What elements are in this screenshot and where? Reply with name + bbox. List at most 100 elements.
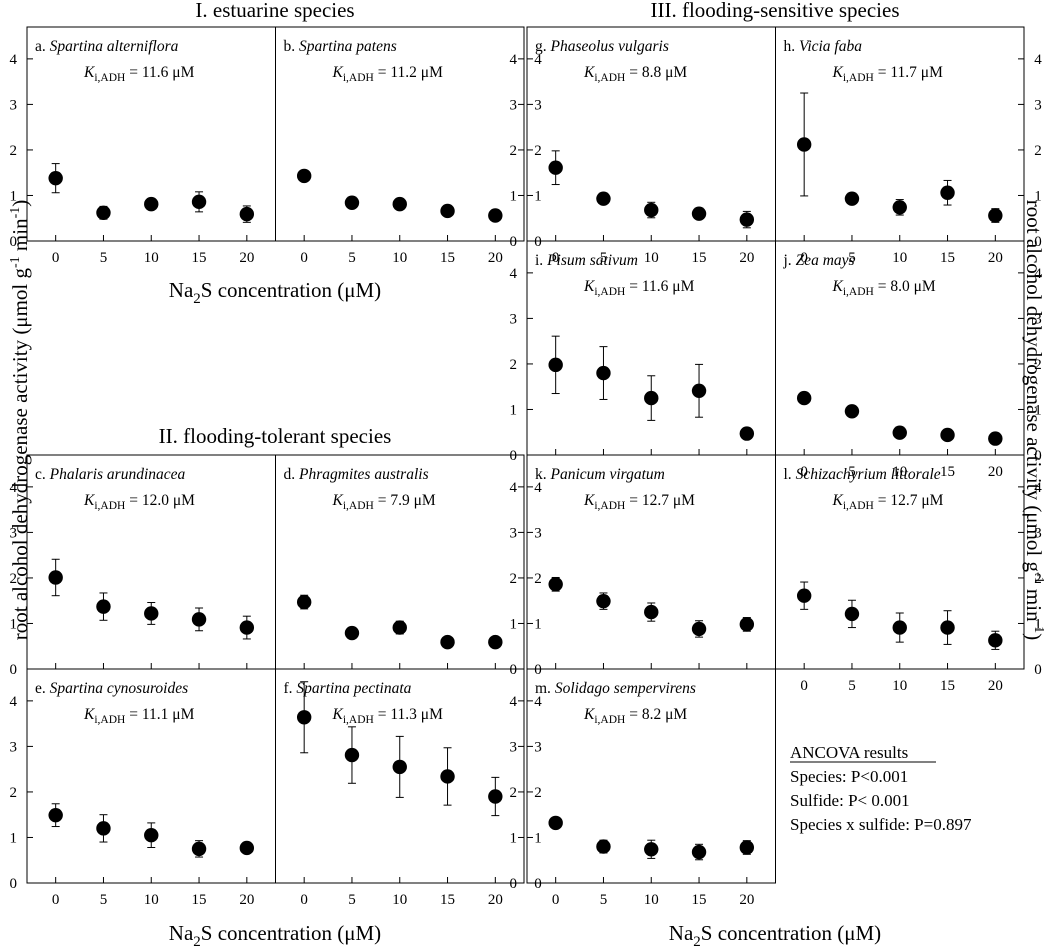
panel-e-species: Spartina cynosuroides bbox=[50, 680, 189, 697]
panel-h-letter: h. bbox=[784, 38, 800, 55]
panel-i-letter: i. bbox=[535, 252, 547, 269]
panel-b-xtick-label-5: 5 bbox=[348, 250, 356, 266]
panel-d-frame bbox=[275, 454, 525, 670]
panel-b-point-0 bbox=[296, 168, 312, 184]
panel-m-k-value: Ki,ADH = 8.2 μM bbox=[583, 706, 687, 726]
panel-f-ytick-label-1: 1 bbox=[534, 830, 542, 846]
panel-b-ytick-label-3: 3 bbox=[534, 97, 542, 113]
panel-i-frame bbox=[526, 240, 776, 456]
panel-j-xtick-label-15: 15 bbox=[940, 464, 955, 480]
panel-k-ytick-label-1: 1 bbox=[510, 616, 518, 632]
panel-g-ytick-label-4: 4 bbox=[510, 52, 518, 68]
panel-f-xtick-label-0: 0 bbox=[300, 892, 308, 908]
panel-c-frame bbox=[26, 454, 276, 670]
panel-h-xtick-label-10: 10 bbox=[892, 250, 907, 266]
panel-i-point-2 bbox=[644, 390, 659, 406]
y-axis-label-right: root alcohol dehydrogenase activity (μmo… bbox=[1022, 200, 1046, 641]
panel-j-xtick-label-20: 20 bbox=[988, 464, 1003, 480]
title-estuarine: I. estuarine species bbox=[195, 0, 354, 22]
panel-l-letter: l. bbox=[784, 466, 796, 483]
panel-e-ytick-label-0: 0 bbox=[10, 876, 18, 892]
panel-h-point-2 bbox=[892, 200, 907, 215]
panel-l-ytick-label-0: 0 bbox=[1034, 662, 1042, 678]
panel-g-xtick-label-15: 15 bbox=[692, 250, 707, 266]
panel-k-ytick-label-2: 2 bbox=[510, 571, 518, 587]
panel-j: 0 1 2 3 4 0 5 10 15 20 j. Zea mays Ki,ADH = 8.0 μM bbox=[775, 240, 1042, 480]
panel-b-xtick-label-0: 0 bbox=[300, 250, 308, 266]
panel-j-k-value: Ki,ADH = 8.0 μM bbox=[832, 278, 936, 298]
panel-j-frame bbox=[775, 240, 1025, 456]
panel-e-ytick-label-2: 2 bbox=[10, 785, 18, 801]
panel-m-letter: m. bbox=[535, 680, 555, 697]
panel-a-species: Spartina alterniflora bbox=[50, 38, 179, 55]
panel-g-ytick-label-2: 2 bbox=[510, 143, 518, 159]
panel-b-point-3 bbox=[440, 203, 455, 219]
panel-c-point-3 bbox=[191, 612, 207, 627]
panel-h-point-0 bbox=[796, 137, 812, 152]
panel-k-species: Panicum virgatum bbox=[550, 466, 665, 483]
panel-d-species: Phragmites australis bbox=[298, 466, 429, 483]
panel-f-xtick-label-15: 15 bbox=[440, 892, 455, 908]
panel-h-species: Vicia faba bbox=[799, 38, 862, 55]
panel-b-ytick-label-1: 1 bbox=[534, 188, 542, 204]
panel-m-xtick-label-5: 5 bbox=[600, 892, 608, 908]
panel-a-ytick-label-0: 0 bbox=[10, 234, 18, 250]
panel-m-title: m. Solidago sempervirens bbox=[535, 680, 696, 697]
panel-l-point-3 bbox=[940, 620, 955, 635]
ancova-interaction: Species x sulfide: P=0.897 bbox=[790, 815, 972, 834]
panel-i-ytick-label-3: 3 bbox=[510, 311, 518, 327]
panel-l-point-4 bbox=[988, 633, 1003, 648]
panel-j-title: j. Zea mays bbox=[783, 252, 855, 269]
panel-m-ytick-label-2: 2 bbox=[510, 785, 518, 801]
panel-b-ytick-label-2: 2 bbox=[534, 143, 542, 159]
panel-f-xtick-label-20: 20 bbox=[488, 892, 503, 908]
panel-h-xtick-label-20: 20 bbox=[988, 250, 1003, 266]
panel-j-point-0 bbox=[796, 390, 812, 406]
panel-c-point-1 bbox=[96, 599, 111, 614]
panel-l-xtick-label-0: 0 bbox=[800, 678, 808, 694]
panel-d-point-1 bbox=[344, 625, 360, 641]
panel-a-ytick-label-4: 4 bbox=[10, 52, 18, 68]
panel-h-xtick-label-5: 5 bbox=[848, 250, 856, 266]
panel-g-k-value: Ki,ADH = 8.8 μM bbox=[583, 64, 687, 84]
panel-a-point-0 bbox=[48, 170, 63, 186]
panel-b-xtick-label-20: 20 bbox=[488, 250, 503, 266]
x-axis-label-bottom-left: Na2S concentration (μM) bbox=[169, 921, 381, 950]
panel-b-xtick-label-10: 10 bbox=[392, 250, 407, 266]
panel-e-xtick-label-15: 15 bbox=[192, 892, 207, 908]
panel-g-ytick-label-3: 3 bbox=[510, 97, 518, 113]
panel-m-ytick-label-3: 3 bbox=[510, 739, 518, 755]
panel-m-xtick-label-0: 0 bbox=[552, 892, 560, 908]
panel-h-ytick-label-3: 3 bbox=[1034, 97, 1042, 113]
panel-d-point-4 bbox=[488, 634, 503, 650]
panel-d-k-value: Ki,ADH = 7.9 μM bbox=[332, 492, 436, 512]
panel-m-species: Solidago sempervirens bbox=[555, 680, 696, 697]
panel-k-ytick-label-3: 3 bbox=[510, 525, 518, 541]
panel-b-title: b. Spartina patens bbox=[284, 38, 397, 55]
panel-i-ytick-label-1: 1 bbox=[510, 402, 518, 418]
panel-l-k-value: Ki,ADH = 12.7 μM bbox=[832, 492, 944, 512]
panel-e-xtick-label-5: 5 bbox=[100, 892, 108, 908]
panel-h-k-value: Ki,ADH = 11.7 μM bbox=[832, 64, 944, 84]
panel-k-point-0 bbox=[548, 577, 563, 592]
panel-a-xtick-label-20: 20 bbox=[239, 250, 254, 266]
panel-k-point-2 bbox=[644, 604, 659, 620]
panel-l-ytick-label-2: 2 bbox=[1034, 571, 1042, 587]
panel-c-k-value: Ki,ADH = 12.0 μM bbox=[83, 492, 195, 512]
panel-i-point-4 bbox=[739, 426, 755, 441]
panel-j-ytick-label-1: 1 bbox=[1034, 402, 1042, 418]
panel-h-point-4 bbox=[988, 208, 1003, 223]
panel-f-ytick-label-0: 0 bbox=[534, 876, 542, 892]
panel-i-point-3 bbox=[691, 383, 707, 398]
panel-c: 0 1 2 3 4 c. Phalaris arundinacea Ki,ADH = 12.… bbox=[10, 454, 276, 678]
ancova-results: ANCOVA results Species: P<0.001 Sulfide:… bbox=[790, 743, 972, 834]
panel-b-ytick-label-4: 4 bbox=[534, 52, 542, 68]
panel-b-point-4 bbox=[488, 208, 503, 223]
panel-l-xtick-label-20: 20 bbox=[988, 678, 1003, 694]
panel-d: 0 1 2 3 4 d. Phragmites australis Ki,ADH = 7.9… bbox=[275, 454, 542, 678]
panel-f-point-1 bbox=[344, 747, 360, 763]
panel-l: 0 1 2 3 4 0 5 10 15 20 l. Schizachyrium littorale K… bbox=[775, 454, 1042, 694]
panel-e-ytick-label-1: 1 bbox=[10, 830, 18, 846]
